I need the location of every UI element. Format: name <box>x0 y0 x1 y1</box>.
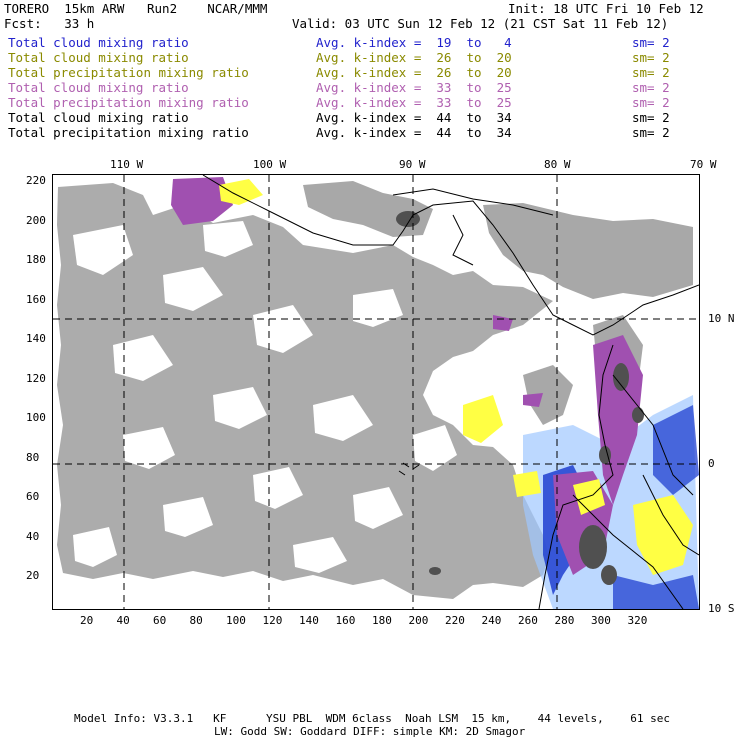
x-tick-label: 60 <box>153 614 167 627</box>
legend-field: Total precipitation mixing ratio <box>8 125 249 140</box>
x-tick-label: 220 <box>445 614 465 627</box>
legend-kindex: Avg. k-index = 19 to 4 <box>316 35 512 50</box>
lon-label-100w: 100 W <box>253 158 287 171</box>
y-tick-label: 40 <box>26 529 40 543</box>
legend-smoothing: sm= 2 <box>632 65 670 80</box>
y-tick-label: 80 <box>26 450 40 464</box>
legend-smoothing: sm= 2 <box>632 110 670 125</box>
model-title: TORERO 15km ARW Run2 NCAR/MMM <box>4 1 268 16</box>
legend-field: Total precipitation mixing ratio <box>8 95 249 110</box>
y-tick-label: 200 <box>26 213 46 227</box>
y-tick-label: 140 <box>26 332 46 345</box>
legend-kindex: Avg. k-index = 33 to 25 <box>316 80 512 95</box>
valid-time: Valid: 03 UTC Sun 12 Feb 12 (21 CST Sat … <box>292 16 669 31</box>
legend-field: Total cloud mixing ratio <box>8 50 189 65</box>
x-tick-label: 260 <box>518 614 538 627</box>
legend-smoothing: sm= 2 <box>632 95 670 110</box>
x-tick-label: 280 <box>554 614 575 627</box>
x-tick-label: 40 <box>116 614 130 627</box>
y-tick-label: 120 <box>26 371 46 385</box>
lat-label-eq: 0 <box>708 457 715 470</box>
legend-smoothing: sm= 2 <box>632 35 670 50</box>
x-tick-label: 240 <box>481 614 502 627</box>
legend-kindex: Avg. k-index = 26 to 20 <box>316 50 512 65</box>
init-time: Init: 18 UTC Fri 10 Feb 12 <box>508 1 704 16</box>
legend-kindex: Avg. k-index = 44 to 34 <box>316 125 512 140</box>
y-tick-label: 160 <box>26 292 46 306</box>
legend-field: Total cloud mixing ratio <box>8 110 189 125</box>
lat-label-10n: 10 N <box>708 312 735 325</box>
legend-kindex: Avg. k-index = 26 to 20 <box>316 65 512 80</box>
x-tick-label: 180 <box>372 614 392 627</box>
x-tick-label: 160 <box>335 614 356 627</box>
y-tick-label: 220 <box>26 174 46 187</box>
legend-smoothing: sm= 2 <box>632 125 670 140</box>
lat-lon-grid <box>53 175 699 609</box>
x-tick-label: 200 <box>408 614 429 627</box>
legend-field: Total cloud mixing ratio <box>8 35 189 50</box>
y-tick-label: 60 <box>26 490 40 503</box>
legend-kindex: Avg. k-index = 33 to 25 <box>316 95 512 110</box>
coastlines <box>202 175 699 609</box>
y-tick-label: 180 <box>26 253 46 266</box>
map-panel <box>52 174 700 610</box>
legend-field: Total precipitation mixing ratio <box>8 65 249 80</box>
legend-kindex: Avg. k-index = 44 to 34 <box>316 110 512 125</box>
lon-label-110w: 110 W <box>110 158 144 171</box>
x-tick-label: 140 <box>299 614 319 627</box>
lon-label-70w: 70 W <box>690 158 717 171</box>
legend-smoothing: sm= 2 <box>632 80 670 95</box>
yellow-kindex-field <box>219 179 693 575</box>
model-info: Model Info: V3.3.1 KF YSU PBL WDM 6class… <box>74 712 671 725</box>
map-canvas <box>53 175 699 609</box>
lon-label-80w: 80 W <box>544 158 571 171</box>
lon-label-90w: 90 W <box>399 158 426 171</box>
y-tick-label: 20 <box>26 569 40 582</box>
x-tick-label: 80 <box>189 614 203 627</box>
model-physics: LW: Godd SW: Goddard DIFF: simple KM: 2D… <box>214 725 526 738</box>
y-tick-label: 100 <box>26 411 46 424</box>
legend-field: Total cloud mixing ratio <box>8 80 189 95</box>
x-tick-label: 300 <box>591 614 611 627</box>
x-tick-label: 100 <box>226 614 246 627</box>
x-tick-label: 320 <box>627 614 648 627</box>
legend-smoothing: sm= 2 <box>632 50 670 65</box>
x-tick-label: 20 <box>80 614 94 627</box>
x-tick-label: 120 <box>262 614 283 627</box>
lat-label-10s: 10 S <box>708 602 735 615</box>
clear-sky-gaps <box>73 221 493 573</box>
forecast-hour: Fcst: 33 h <box>4 16 95 31</box>
